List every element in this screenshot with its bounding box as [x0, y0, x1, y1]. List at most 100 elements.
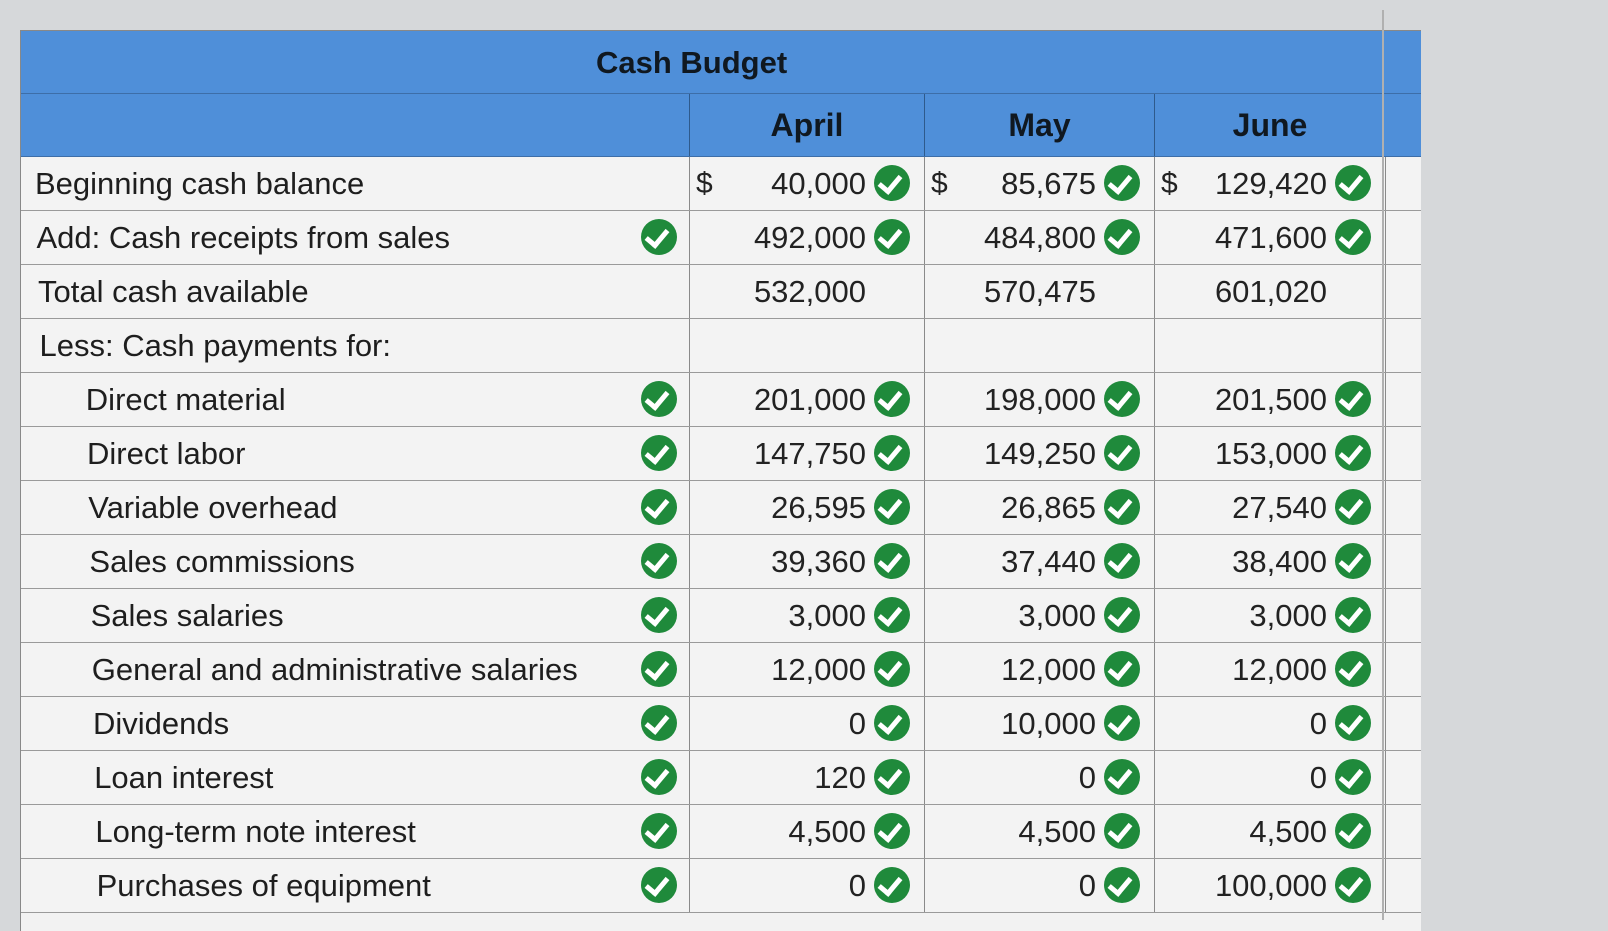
value-cell[interactable]: 10,000	[925, 697, 1154, 750]
check-icon	[1335, 867, 1371, 903]
value-cell[interactable]: 120	[690, 751, 924, 804]
check-icon	[1104, 381, 1140, 417]
column-divider	[1154, 319, 1155, 372]
cell-value: 39,360	[771, 544, 866, 579]
value-cell[interactable]: 38,400	[1155, 535, 1385, 588]
column-divider	[924, 265, 925, 318]
value-cell[interactable]: 0	[925, 751, 1154, 804]
value-cell[interactable]: 26,865	[925, 481, 1154, 534]
column-divider	[924, 319, 925, 372]
check-icon	[1335, 381, 1371, 417]
value-cell[interactable]: 201,000	[690, 373, 924, 426]
check-icon	[874, 705, 910, 741]
value-cell[interactable]: 147,750	[690, 427, 924, 480]
check-icon	[1335, 543, 1371, 579]
row-label: Loan interest	[94, 760, 274, 795]
value-cell[interactable]	[925, 319, 1154, 372]
cell-value: 147,750	[753, 436, 866, 471]
row-label: Beginning cash balance	[35, 166, 365, 201]
header-divider	[924, 94, 925, 156]
column-divider	[924, 643, 925, 696]
check-icon	[1335, 705, 1371, 741]
check-icon	[641, 543, 677, 579]
column-divider	[689, 265, 690, 318]
value-cell[interactable]: 492,000	[690, 211, 924, 264]
column-divider	[1154, 805, 1155, 858]
check-icon	[1335, 759, 1371, 795]
cell-value: 0	[1309, 706, 1327, 741]
value-cell[interactable]: 3,000	[1155, 589, 1385, 642]
check-icon	[641, 651, 677, 687]
value-cell[interactable]: 0	[690, 859, 924, 912]
check-icon	[1104, 165, 1140, 201]
value-cell[interactable]: 149,250	[925, 427, 1154, 480]
cell-value: 4,500	[1018, 814, 1096, 849]
check-icon	[874, 165, 910, 201]
value-cell[interactable]: 3,000	[690, 589, 924, 642]
value-cell[interactable]: 100,000	[1155, 859, 1385, 912]
value-cell[interactable]: 0	[1155, 751, 1385, 804]
value-cell[interactable]: 532,000	[690, 265, 924, 318]
value-cell[interactable]: 39,360	[690, 535, 924, 588]
column-divider	[689, 319, 690, 372]
value-cell[interactable]: 471,600	[1155, 211, 1385, 264]
check-icon	[641, 381, 677, 417]
check-icon	[1104, 651, 1140, 687]
check-icon	[641, 219, 677, 255]
value-cell[interactable]: 0	[1155, 697, 1385, 750]
column-divider	[689, 481, 690, 534]
value-cell[interactable]: 12,000	[690, 643, 924, 696]
check-icon	[1335, 813, 1371, 849]
row-label: Purchases of equipment	[96, 868, 431, 903]
value-cell[interactable]: 198,000	[925, 373, 1154, 426]
table-row: Purchases of equipment 0 0 100,000	[21, 859, 1421, 913]
column-divider	[689, 643, 690, 696]
column-divider	[1385, 319, 1386, 372]
value-cell[interactable]: 570,475	[925, 265, 1154, 318]
table-row: General and administrative salaries 12,00…	[21, 643, 1421, 697]
dollar-sign: $	[1161, 167, 1178, 200]
value-cell[interactable]: $40,000	[690, 157, 924, 210]
value-cell[interactable]: 3,000	[925, 589, 1154, 642]
check-icon	[874, 489, 910, 525]
check-icon	[874, 597, 910, 633]
value-cell[interactable]: 201,500	[1155, 373, 1385, 426]
cell-value: 40,000	[771, 166, 866, 201]
column-divider	[1385, 643, 1386, 696]
check-icon	[641, 813, 677, 849]
column-divider	[1385, 751, 1386, 804]
value-cell[interactable]: 0	[690, 697, 924, 750]
value-cell[interactable]	[1155, 319, 1385, 372]
check-icon	[874, 543, 910, 579]
cell-value: 471,600	[1214, 220, 1327, 255]
column-divider	[1385, 805, 1386, 858]
cell-value: 4,500	[788, 814, 866, 849]
value-cell[interactable]: 12,000	[925, 643, 1154, 696]
value-cell[interactable]: 4,500	[1155, 805, 1385, 858]
column-divider	[1385, 157, 1386, 210]
table-row: Direct material 201,000 198,000 201,500	[21, 373, 1421, 427]
value-cell[interactable]: 27,540	[1155, 481, 1385, 534]
cell-value: 532,000	[753, 274, 866, 309]
value-cell[interactable]: 0	[925, 859, 1154, 912]
value-cell[interactable]	[690, 319, 924, 372]
value-cell[interactable]: 153,000	[1155, 427, 1385, 480]
value-cell[interactable]: $85,675	[925, 157, 1154, 210]
value-cell[interactable]: $129,420	[1155, 157, 1385, 210]
column-divider	[689, 535, 690, 588]
value-cell[interactable]: 26,595	[690, 481, 924, 534]
value-cell[interactable]: 37,440	[925, 535, 1154, 588]
row-label: Less: Cash payments for:	[39, 328, 392, 363]
value-cell[interactable]: 4,500	[925, 805, 1154, 858]
cell-value: 492,000	[753, 220, 866, 255]
column-divider	[924, 697, 925, 750]
column-divider	[1154, 157, 1155, 210]
cell-value: 4,500	[1249, 814, 1327, 849]
value-cell[interactable]: 4,500	[690, 805, 924, 858]
value-cell[interactable]: 12,000	[1155, 643, 1385, 696]
value-cell[interactable]: 484,800	[925, 211, 1154, 264]
column-divider	[924, 805, 925, 858]
value-cell[interactable]: 601,020	[1155, 265, 1385, 318]
check-icon	[874, 759, 910, 795]
check-icon	[1104, 705, 1140, 741]
